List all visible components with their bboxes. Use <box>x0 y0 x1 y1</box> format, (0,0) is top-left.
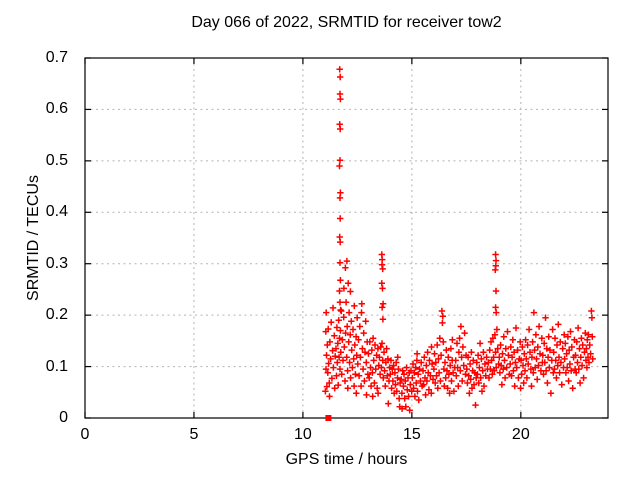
x-tick-label: 0 <box>80 426 90 443</box>
plot-border <box>84 57 609 419</box>
y-axis-label: SRMTID / TECUs <box>25 175 42 301</box>
y-tick-label: 0 <box>59 409 68 426</box>
x-tick-label: 5 <box>189 426 199 443</box>
chart-title: Day 066 of 2022, SRMTID for receiver tow… <box>191 14 502 31</box>
y-tick-label: 0.3 <box>45 254 68 272</box>
x-tick-label: 15 <box>402 426 421 443</box>
start-square-marker <box>325 415 332 421</box>
y-tick-label: 0.2 <box>45 306 68 324</box>
x-axis-label: GPS time / hours <box>285 451 408 468</box>
scatter-series <box>322 66 596 414</box>
x-tick-label: 10 <box>294 426 312 443</box>
y-tick-label: 0.6 <box>45 100 68 118</box>
y-tick-label: 0.1 <box>45 357 68 375</box>
y-tick-label: 0.5 <box>45 151 68 169</box>
y-tick-label: 0.7 <box>45 49 68 66</box>
y-tick-label: 0.4 <box>45 203 68 221</box>
x-tick-label: 20 <box>511 426 530 443</box>
